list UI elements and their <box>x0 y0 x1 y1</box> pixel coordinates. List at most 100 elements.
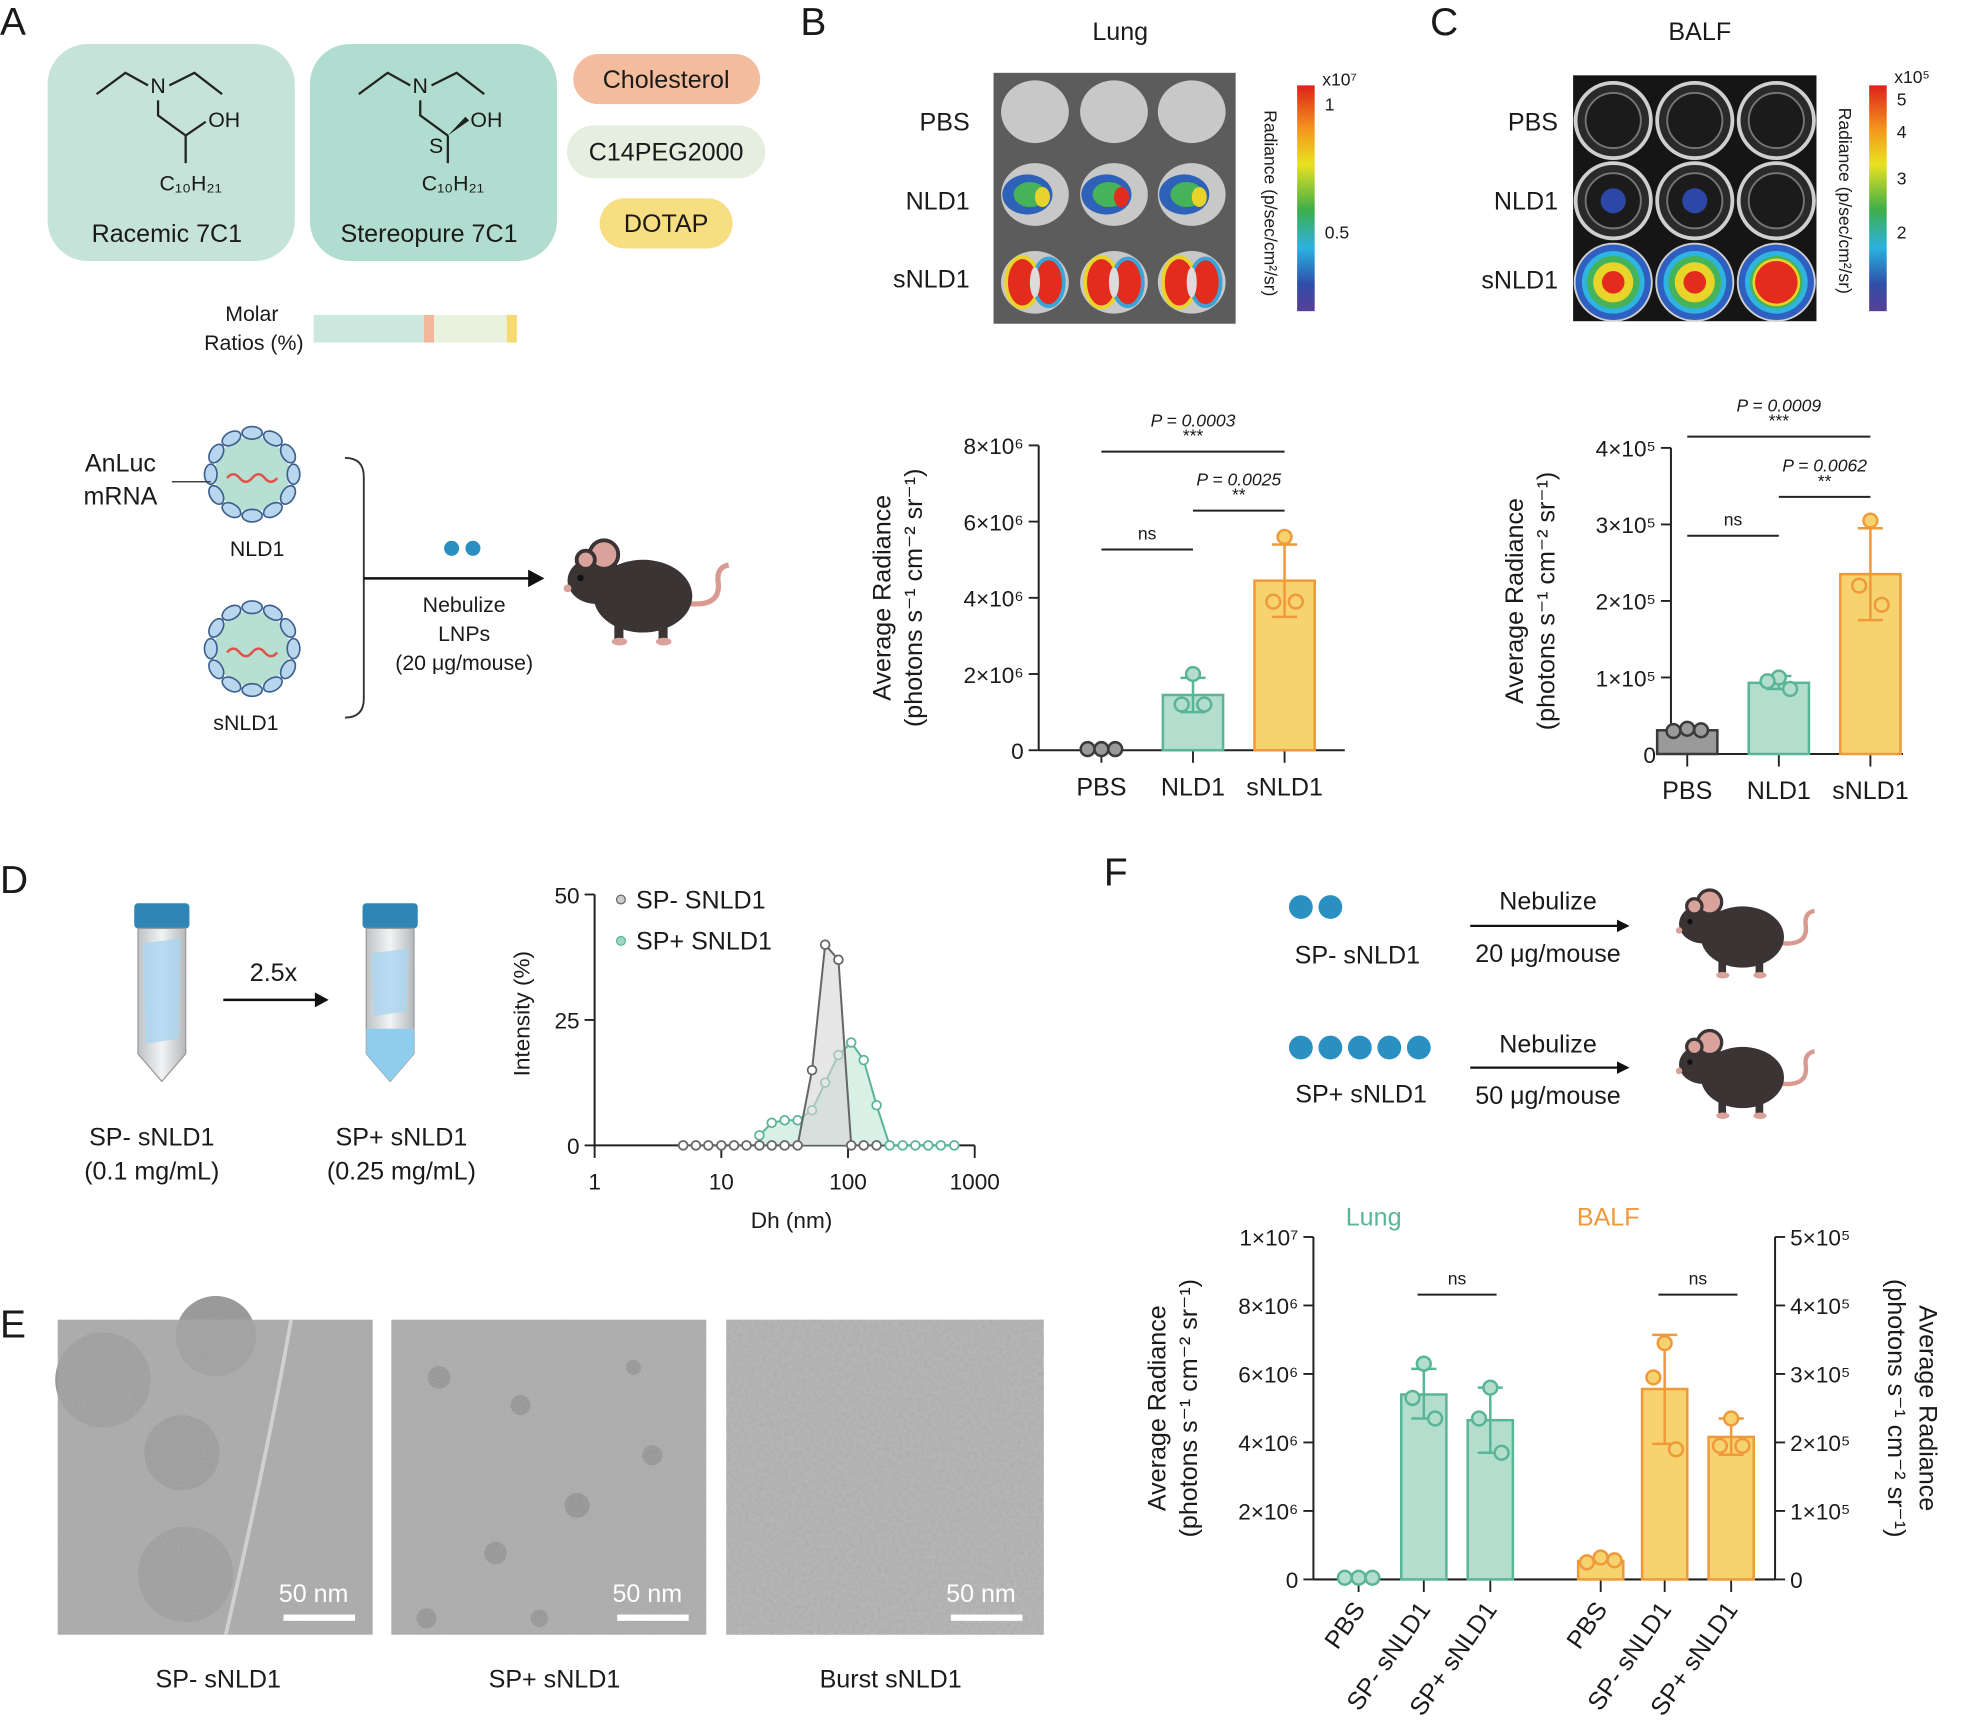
concentration-factor: 2.5x <box>250 959 298 987</box>
lung-title: Lung <box>1092 18 1148 46</box>
data-point <box>1781 680 1799 698</box>
data-point <box>1759 673 1776 690</box>
lnp-dot-icon <box>444 540 460 556</box>
p-value: P = 0.0009 <box>1736 396 1821 416</box>
lung-organ <box>1157 80 1226 144</box>
data-point <box>1711 1437 1729 1455</box>
lnp-dot-icon <box>1288 1035 1313 1060</box>
lipid-shell <box>286 637 301 660</box>
panel-a: N OH C₁₀H₂₁ Racemic 7C1 N OH S C₁₀H₂₁ St… <box>47 43 766 735</box>
panel-b-imaging: Lung PBS NLD1 sNLD1 x10⁷ 1 0.5 Radiance … <box>893 18 1357 324</box>
lipid-shell <box>262 430 283 447</box>
organ-tissue <box>1001 80 1069 144</box>
y-axis-label-units: (photons s⁻¹ cm⁻² sr⁻¹) <box>1175 1279 1203 1537</box>
signal-ring <box>1601 271 1625 294</box>
organ-tissue <box>1157 80 1226 144</box>
y-tick-label: 0 <box>1011 739 1024 764</box>
chem-chain: C₁₀H₂₁ <box>422 172 484 196</box>
data-point <box>766 1117 778 1129</box>
data-point <box>910 1140 921 1151</box>
data-point <box>884 1140 895 1151</box>
data-point <box>1873 596 1890 613</box>
well <box>1655 80 1735 161</box>
mouse-illustration <box>1676 1030 1815 1119</box>
lnp-dot-icon <box>465 540 481 556</box>
data-point <box>703 1140 714 1151</box>
p-value: P = 0.0025 <box>1196 470 1281 490</box>
group-title: Lung <box>1346 1204 1402 1232</box>
panel-c-imaging: BALF PBS NLD1 sNLD1 x10⁵ 5 4 3 2 Radianc… <box>1481 18 1930 322</box>
data-point <box>845 1140 857 1151</box>
lnp-dot-icon <box>1406 1035 1431 1060</box>
y-tick-label: 1×10⁵ <box>1790 1500 1850 1525</box>
panel-label-c: C <box>1430 1 1458 44</box>
tube-sp-minus <box>134 903 190 1083</box>
panel-label-f: F <box>1104 852 1128 895</box>
lung-organ <box>1080 80 1148 144</box>
lipid-shell <box>203 637 218 660</box>
lnps-label: LNPs <box>438 622 490 646</box>
lnp-core <box>214 610 290 687</box>
data-point <box>766 1140 778 1151</box>
signal-blue <box>1600 188 1626 214</box>
lung-organ <box>1001 250 1069 314</box>
lipid-shell <box>279 659 297 680</box>
row-label-pbs: PBS <box>1508 109 1558 137</box>
lipid-shell <box>208 484 225 506</box>
racemic-7c1-card: N OH C₁₀H₂₁ Racemic 7C1 <box>47 43 295 261</box>
colorbar-tick: 3 <box>1897 168 1907 188</box>
signal-red <box>1034 186 1050 208</box>
data-point <box>1850 577 1868 594</box>
y-axis-label: Average Radiance <box>869 495 897 701</box>
data-point <box>1862 512 1879 529</box>
group-title: BALF <box>1577 1204 1640 1232</box>
dose-label: (20 μg/mouse) <box>395 651 533 675</box>
snld1-label: sNLD1 <box>213 711 278 735</box>
well <box>1573 161 1653 241</box>
dose-label: 50 μg/mouse <box>1475 1082 1621 1110</box>
arrow-head-icon <box>1617 919 1630 933</box>
lipid-shell <box>208 443 225 464</box>
dose-dots <box>1288 895 1431 1060</box>
lipid-shell <box>279 443 297 464</box>
lung-organ <box>1001 80 1069 144</box>
data-point <box>1415 1355 1432 1372</box>
x-tick-label: 100 <box>829 1169 867 1194</box>
well-inner <box>1747 172 1805 230</box>
lnp-particle-icon <box>203 600 301 698</box>
scale-bar: 50 nm <box>612 1580 689 1621</box>
group-label: SP- sNLD1 <box>1295 941 1420 969</box>
y-tick-label: 4×10⁶ <box>963 587 1023 612</box>
y-tick-label: 0 <box>1643 743 1656 768</box>
lnp-core <box>214 436 290 512</box>
bar <box>1707 1435 1755 1581</box>
data-point <box>1173 696 1190 713</box>
mrna-strand-icon <box>226 647 279 658</box>
arrow-head-icon <box>314 992 329 1008</box>
colorbar-exponent: x10⁷ <box>1322 69 1357 89</box>
x-tick-label: sNLD1 <box>1832 777 1909 805</box>
y-tick-label: 4×10⁵ <box>1596 437 1656 462</box>
signal-ring <box>1754 260 1798 304</box>
colorbar <box>1869 85 1887 312</box>
lipid-shell <box>262 501 283 519</box>
lipid-shell <box>286 463 301 486</box>
row-label-pbs: PBS <box>920 109 970 137</box>
x-tick-label: PBS <box>1561 1597 1613 1654</box>
data-point <box>806 1064 818 1076</box>
lipid-shell <box>203 463 218 486</box>
tube-conc: (0.25 mg/mL) <box>327 1157 476 1185</box>
lipid-shell <box>208 617 225 638</box>
x-tick-label: NLD1 <box>1161 773 1225 801</box>
mrna-label-1: AnLuc <box>85 450 156 478</box>
organ-images <box>1001 80 1226 314</box>
lipid-shell <box>208 659 225 680</box>
scale-bar: 50 nm <box>279 1580 356 1621</box>
well <box>1655 161 1735 241</box>
y-tick-label: 4×10⁶ <box>1238 1431 1298 1456</box>
panel-e-cryo-tem: 50 nm 50 nm 50 nm SP- sNLD1 SP+ sNLD1 Bu… <box>55 1295 1044 1693</box>
well-inner <box>1584 91 1642 150</box>
dose-label: 20 μg/mouse <box>1475 940 1621 968</box>
data-point <box>1723 1410 1740 1427</box>
organ-tissue <box>1080 80 1148 144</box>
